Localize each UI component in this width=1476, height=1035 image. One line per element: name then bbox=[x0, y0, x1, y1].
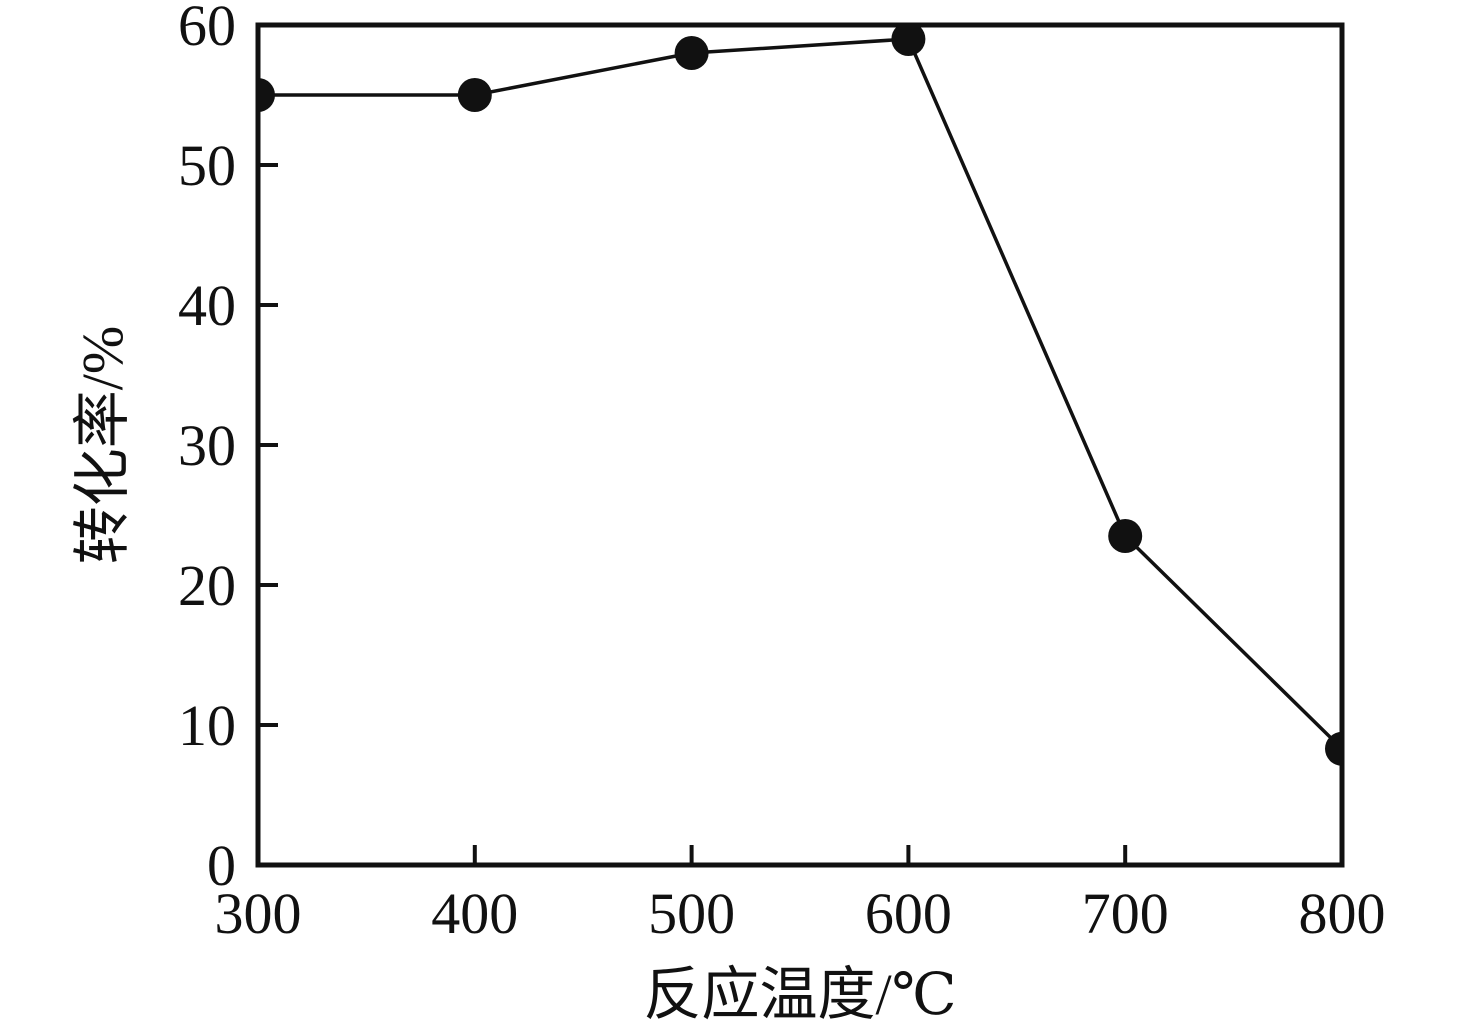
y-tick-label: 30 bbox=[178, 413, 236, 478]
data-point-marker bbox=[457, 78, 492, 112]
data-point-markers bbox=[258, 25, 1342, 766]
y-tick-label: 60 bbox=[178, 0, 236, 58]
data-point-marker bbox=[1325, 731, 1342, 766]
x-tick-label: 800 bbox=[1299, 881, 1386, 946]
x-tick-label: 300 bbox=[215, 881, 302, 946]
y-axis-tick-labels: 0 10 20 30 40 50 60 bbox=[178, 0, 236, 898]
x-axis-ticks bbox=[256, 845, 1344, 865]
x-tick-label: 600 bbox=[865, 881, 952, 946]
x-tick-label: 400 bbox=[431, 881, 518, 946]
y-axis-ticks bbox=[258, 23, 278, 867]
data-point-marker bbox=[1108, 519, 1143, 553]
y-tick-label: 20 bbox=[178, 553, 236, 618]
plot-frame bbox=[255, 22, 1345, 868]
plot-area bbox=[258, 25, 1342, 766]
data-point-marker bbox=[891, 25, 926, 56]
y-tick-label: 40 bbox=[178, 273, 236, 338]
data-point-marker bbox=[674, 36, 709, 70]
y-tick-label: 50 bbox=[178, 133, 236, 198]
data-line bbox=[258, 37, 1342, 751]
x-tick-label: 700 bbox=[1082, 881, 1169, 946]
y-tick-label: 0 bbox=[207, 833, 236, 898]
x-axis-tick-labels: 300 400 500 600 700 800 bbox=[215, 881, 1386, 946]
x-axis-title: 反应温度/℃ bbox=[644, 962, 957, 1027]
data-point-marker bbox=[258, 78, 275, 112]
y-axis-title: 转化率/% bbox=[70, 326, 135, 564]
y-tick-label: 10 bbox=[178, 693, 236, 758]
x-tick-label: 500 bbox=[648, 881, 735, 946]
